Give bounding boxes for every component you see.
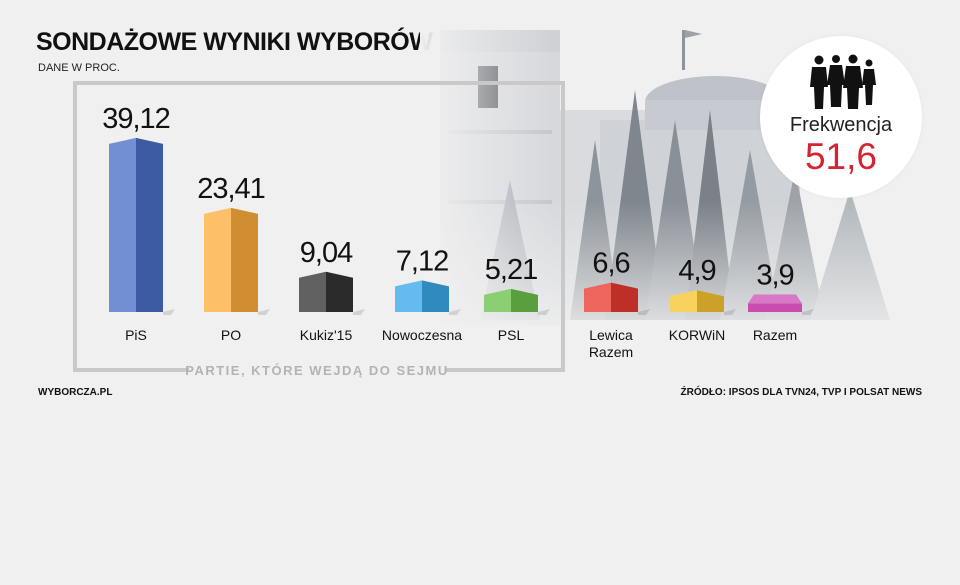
bar-lewica-razem [584, 282, 650, 315]
value-label-psl: 5,21 [485, 254, 537, 286]
turnout-badge: Frekwencja 51,6 [760, 36, 922, 198]
bar-shadow [802, 309, 814, 315]
category-label-pis: PiS [125, 327, 147, 343]
category-label-lewica-razem: Lewica [589, 327, 633, 343]
bar-shadow [449, 309, 461, 315]
bar-nowoczesna [395, 280, 461, 315]
value-label-pis: 39,12 [102, 103, 170, 135]
bar-psl [484, 288, 550, 315]
bar-right-face [422, 280, 449, 312]
bar-left-face [670, 290, 697, 312]
bar-right-face [697, 290, 724, 312]
category-label-po: PO [221, 327, 241, 343]
bar-pis [109, 137, 175, 315]
category-label-korwin: KORWiN [669, 327, 726, 343]
value-label-lewica-razem: 6,6 [592, 248, 629, 280]
bar-top-face [748, 294, 802, 304]
bar-left-face [584, 282, 611, 312]
page-title: SONDAŻOWE WYNIKI WYBORÓW [36, 28, 433, 56]
value-label-nowoczesna: 7,12 [396, 245, 448, 277]
bar-right-face [136, 137, 163, 312]
page-subtitle: DANE W PROC. [38, 62, 120, 74]
category-label-razem: Razem [753, 327, 797, 343]
bar-po [204, 207, 270, 315]
data-source: ŹRÓDŁO: IPSOS DLA TVN24, TVP I POLSAT NE… [680, 387, 922, 398]
category-label-kukiz-15: Kukiz'15 [300, 327, 353, 343]
sejm-group-label: PARTIE, KTÓRE WEJDĄ DO SEJMU [185, 363, 449, 378]
bar-right-face [611, 282, 638, 312]
bar-shadow [638, 309, 650, 315]
category-label-nowoczesna: Nowoczesna [382, 327, 462, 343]
people-icon [810, 54, 876, 109]
bar-shadow [163, 309, 175, 315]
bar-left-face [204, 207, 231, 312]
source-brand: WYBORCZA.PL [38, 387, 113, 398]
bar-shadow [258, 309, 270, 315]
bar-left-face [299, 271, 326, 312]
bar-right-face [511, 288, 538, 312]
turnout-value: 51,6 [804, 136, 877, 177]
turnout-label: Frekwencja [789, 114, 893, 136]
value-label-kukiz-15: 9,04 [300, 237, 353, 269]
bar-shadow [538, 309, 550, 315]
bar-kukiz-15 [299, 271, 365, 315]
bar-right-face [231, 207, 258, 312]
sejm-group-frame: PARTIE, KTÓRE WEJDĄ DO SEJMU [73, 81, 565, 378]
category-label-psl: PSL [498, 327, 525, 343]
bar-korwin [670, 290, 736, 315]
value-label-po: 23,41 [197, 173, 265, 205]
category-label-lewica-razem: Razem [589, 344, 633, 360]
bar-left-face [484, 288, 511, 312]
bar-left-face [109, 137, 136, 312]
bar-right-face [326, 271, 353, 312]
bar-left-face [395, 280, 422, 312]
bar-shadow [353, 309, 365, 315]
bar-razem [748, 294, 814, 315]
bar-shadow [724, 309, 736, 315]
value-label-korwin: 4,9 [678, 255, 715, 287]
value-label-razem: 3,9 [756, 260, 793, 292]
